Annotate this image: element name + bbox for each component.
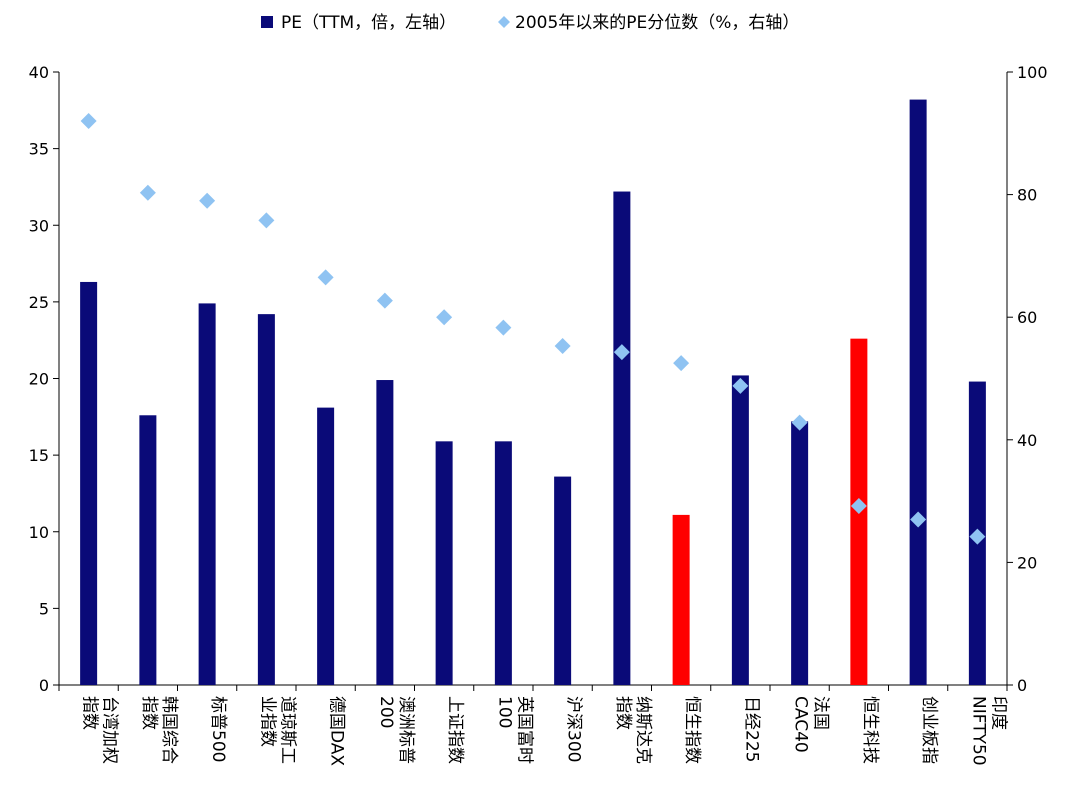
category-label-line: 印度: [988, 696, 1008, 730]
left-tick-label: 35: [29, 140, 49, 159]
bar: [554, 476, 572, 685]
bar: [317, 407, 335, 685]
bar-series: [80, 99, 986, 685]
category-label-line: 纳斯达克: [633, 696, 653, 764]
percentile-point: [910, 511, 927, 528]
category-label: 恒生指数: [682, 696, 702, 764]
percentile-point: [850, 498, 867, 515]
category-label: 标普500: [208, 696, 228, 762]
category-label-line: 日经225: [741, 696, 761, 762]
legend: PE（TTM，倍，左轴） 2005年以来的PE分位数（%，右轴）: [261, 13, 799, 33]
right-tick-label: 60: [1017, 308, 1037, 327]
category-label-line: NIFTY50: [968, 696, 988, 766]
category-label: 上证指数: [445, 696, 465, 764]
category-label-line: 台湾加权: [100, 696, 120, 764]
category-label-line: 100: [494, 696, 514, 728]
bar: [613, 191, 631, 685]
right-tick-label: 40: [1017, 431, 1037, 450]
right-tick-label: 0: [1017, 676, 1027, 695]
percentile-point: [376, 292, 393, 309]
x-axis-ticks: [58, 685, 1008, 691]
percentile-point: [969, 528, 986, 545]
right-tick-label: 80: [1017, 186, 1037, 205]
legend-label-pe: PE（TTM，倍，左轴）: [281, 13, 456, 33]
left-tick-label: 10: [29, 523, 49, 542]
percentile-series: [80, 113, 986, 545]
percentile-point: [673, 355, 690, 372]
left-tick-label: 20: [29, 370, 49, 389]
category-label-line: 恒生指数: [682, 696, 702, 764]
category-label: 创业板指: [919, 696, 939, 764]
bar: [909, 99, 927, 685]
left-tick-label: 5: [39, 599, 49, 618]
percentile-point: [317, 269, 334, 286]
category-label-line: 德国DAX: [327, 696, 347, 766]
bar: [494, 441, 512, 685]
category-label-line: 指数: [139, 696, 159, 730]
legend-marker-percentile: [498, 16, 510, 28]
legend-label-percentile: 2005年以来的PE分位数（%，右轴）: [515, 13, 799, 33]
percentile-point: [80, 113, 97, 130]
bar: [198, 303, 216, 685]
left-tick-label: 40: [29, 63, 49, 82]
category-label-line: 澳洲标普: [396, 696, 416, 764]
category-label-line: 恒生科技: [860, 696, 880, 764]
bar: [80, 281, 98, 685]
right-tick-label: 20: [1017, 553, 1037, 572]
right-tick-label: 100: [1017, 63, 1048, 82]
percentile-point: [495, 319, 512, 336]
category-label-line: 指数: [80, 696, 100, 730]
category-label-line: 上证指数: [445, 696, 465, 764]
bar: [435, 441, 453, 685]
category-label-line: 沪深300: [564, 696, 584, 762]
left-tick-label: 15: [29, 446, 49, 465]
left-tick-label: 30: [29, 216, 49, 235]
category-label-line: 指数: [613, 696, 633, 730]
axes: 0 5 10 15 20 25 30 35 40 0 20 40 60 80 100: [29, 63, 1048, 695]
category-label-line: 法国: [811, 696, 831, 730]
category-label-line: 道琼斯工: [277, 696, 297, 764]
category-label-line: 标普500: [208, 696, 228, 762]
bar: [139, 415, 157, 685]
percentile-point: [554, 338, 571, 355]
category-label: 沪深300: [564, 696, 584, 762]
category-label: 日经225: [741, 696, 761, 762]
category-label-line: 创业板指: [919, 696, 939, 764]
percentile-point: [258, 212, 275, 229]
category-label-line: 200: [376, 696, 396, 728]
right-axis-ticks: 0 20 40 60 80 100: [1007, 63, 1048, 695]
category-label-line: 业指数: [257, 696, 277, 747]
percentile-point: [791, 414, 808, 431]
percentile-point: [436, 309, 453, 326]
legend-marker-pe: [261, 16, 273, 28]
bar: [257, 314, 275, 685]
percentile-point: [139, 184, 156, 201]
left-tick-label: 25: [29, 293, 49, 312]
left-axis-ticks: 0 5 10 15 20 25 30 35 40: [29, 63, 59, 695]
bar: [731, 375, 749, 685]
category-label: 恒生科技: [860, 696, 880, 764]
category-label-line: 英国富时: [514, 696, 534, 764]
bar: [376, 380, 394, 685]
category-label: 德国DAX: [327, 696, 347, 766]
bar: [791, 421, 809, 685]
percentile-point: [199, 192, 216, 209]
category-label-line: 韩国综合: [159, 696, 179, 764]
category-label-line: CAC40: [791, 696, 811, 753]
percentile-point: [732, 377, 749, 394]
bar: [672, 514, 690, 685]
left-tick-label: 0: [39, 676, 49, 695]
percentile-point: [613, 344, 630, 361]
